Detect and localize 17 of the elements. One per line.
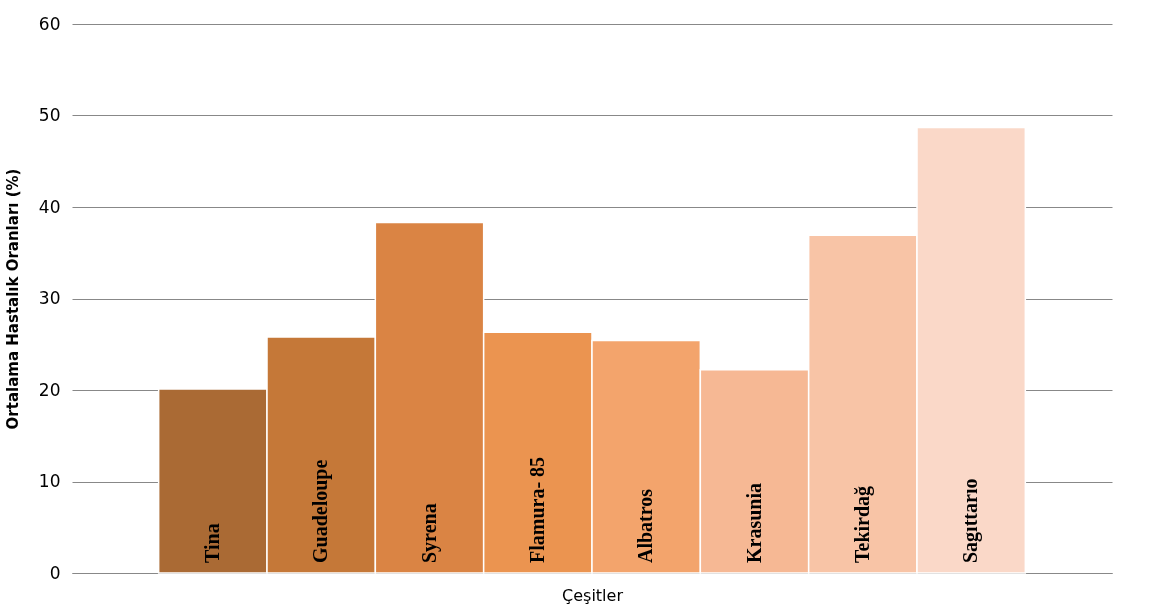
y-tick-label: 10 [38,471,61,491]
y-tick-label: 0 [49,562,61,583]
y-tick-label: 30 [38,288,61,308]
x-tick-label: Sagıttarıo [959,478,983,563]
y-tick-label: 50 [38,105,61,125]
x-tick-label: Guadeloupe [309,459,333,563]
x-tick-label: Albatros [634,488,657,563]
y-axis-title: Ortalama Hastalık Oranları (%) [3,168,22,430]
x-tick-label: Flamura- 85 [525,456,548,563]
x-tick-label: Tina [200,523,223,563]
x-tick-label: Krasunia [742,482,765,563]
x-tick-label: Syrena [417,503,441,563]
x-tick-label: Tekirdağ [850,485,874,563]
x-axis-title: Çeşitler [562,585,624,605]
y-tick-label: 40 [38,196,61,217]
y-tick-label: 20 [38,379,61,400]
y-tick-label: 60 [38,13,61,34]
